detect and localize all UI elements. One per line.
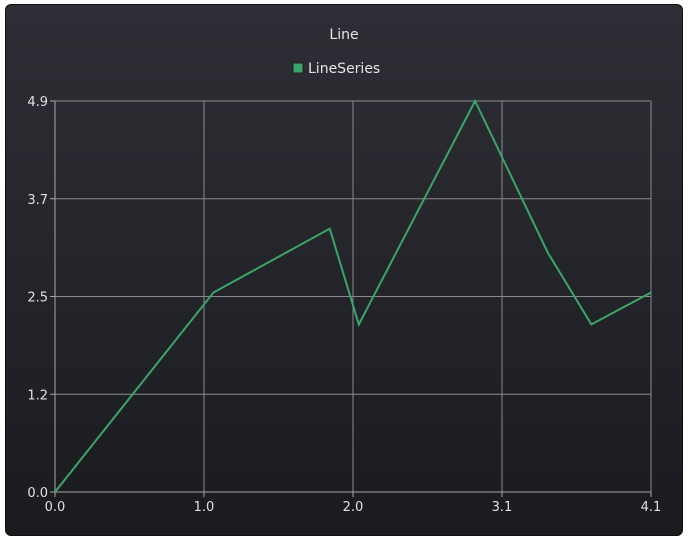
chart-title: Line (329, 27, 358, 43)
y-axis-ticks: 0.0 1.2 2.5 3.7 4.9 (27, 95, 55, 501)
x-axis-ticks: 0.0 1.0 2.0 3.1 4.1 (45, 492, 662, 515)
x-tick-label: 1.0 (194, 500, 215, 515)
series-line (54, 98, 652, 493)
x-tick-label: 0.0 (45, 500, 66, 515)
x-tick-label: 4.1 (641, 500, 662, 515)
y-tick-label: 4.9 (27, 95, 48, 110)
y-tick-label: 3.7 (27, 193, 48, 208)
legend-swatch (292, 62, 304, 74)
y-tick-label: 1.2 (27, 388, 48, 403)
x-tick-label: 2.0 (343, 500, 364, 515)
legend: LineSeries (292, 61, 380, 77)
y-tick-label: 0.0 (27, 486, 48, 501)
series-layer (54, 98, 652, 493)
chart-panel (5, 4, 683, 536)
x-tick-label: 3.1 (492, 500, 513, 515)
legend-label: LineSeries (308, 61, 380, 77)
grid (55, 100, 651, 492)
y-tick-label: 2.5 (27, 291, 48, 306)
